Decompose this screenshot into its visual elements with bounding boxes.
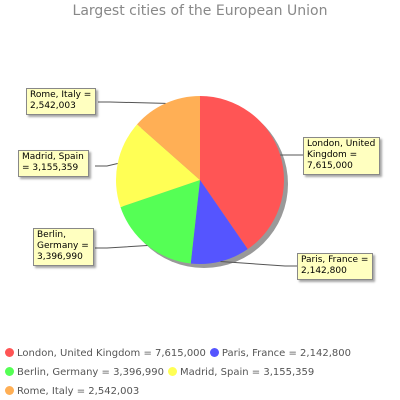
- pie-slice-madrid[interactable]: [116, 124, 200, 208]
- slice-label-london: London, United Kingdom = 7,615,000: [303, 137, 381, 175]
- legend-label-madrid: Madrid, Spain = 3,155,359: [179, 367, 315, 378]
- legend-swatch-madrid: [167, 367, 177, 376]
- legend-item-rome[interactable]: Rome, Italy = 2,542,003: [5, 385, 139, 399]
- legend-label-berlin: Berlin, Germany = 3,396,990: [17, 367, 164, 378]
- legend-row: London, United Kingdom = 7,615,000 Paris,…: [5, 347, 355, 361]
- leader-line-madrid: [95, 163, 118, 167]
- legend-item-paris[interactable]: Paris, France = 2,142,800: [209, 347, 351, 361]
- legend-item-madrid[interactable]: Madrid, Spain = 3,155,359: [167, 366, 315, 380]
- legend-item-berlin[interactable]: Berlin, Germany = 3,396,990: [5, 366, 164, 380]
- chart-title: Largest cities of the European Union: [72, 3, 328, 19]
- pie-slice-rome[interactable]: [137, 96, 200, 180]
- leader-line-paris: [220, 261, 297, 267]
- pie-slice-paris[interactable]: [190, 180, 248, 265]
- legend-label-london: London, United Kingdom = 7,615,000: [17, 348, 206, 359]
- pie-slice-berlin[interactable]: [120, 180, 200, 264]
- legend-label-rome: Rome, Italy = 2,542,003: [17, 386, 140, 397]
- legend-item-london[interactable]: London, United Kingdom = 7,615,000: [5, 347, 206, 361]
- legend-swatch-rome: [5, 386, 14, 395]
- legend-row: Berlin, Germany = 3,396,990 Madrid, Spain…: [5, 366, 318, 380]
- legend-swatch-paris: [209, 348, 219, 357]
- pie-slice-london[interactable]: [200, 96, 285, 250]
- slice-label-rome: Rome, Italy = 2,542,003: [26, 88, 97, 115]
- slice-label-madrid: Madrid, Spain = 3,155,359: [18, 150, 89, 177]
- leader-line-berlin: [95, 245, 148, 249]
- slice-label-berlin: Berlin, Germany = 3,396,990: [33, 228, 94, 266]
- legend-swatch-berlin: [5, 367, 14, 376]
- legend-swatch-london: [5, 348, 14, 357]
- leader-line-rome: [98, 101, 166, 104]
- legend-row: Rome, Italy = 2,542,003: [5, 385, 143, 399]
- slice-label-paris: Paris, France = 2,142,800: [297, 253, 374, 280]
- legend-label-paris: Paris, France = 2,142,800: [221, 348, 351, 359]
